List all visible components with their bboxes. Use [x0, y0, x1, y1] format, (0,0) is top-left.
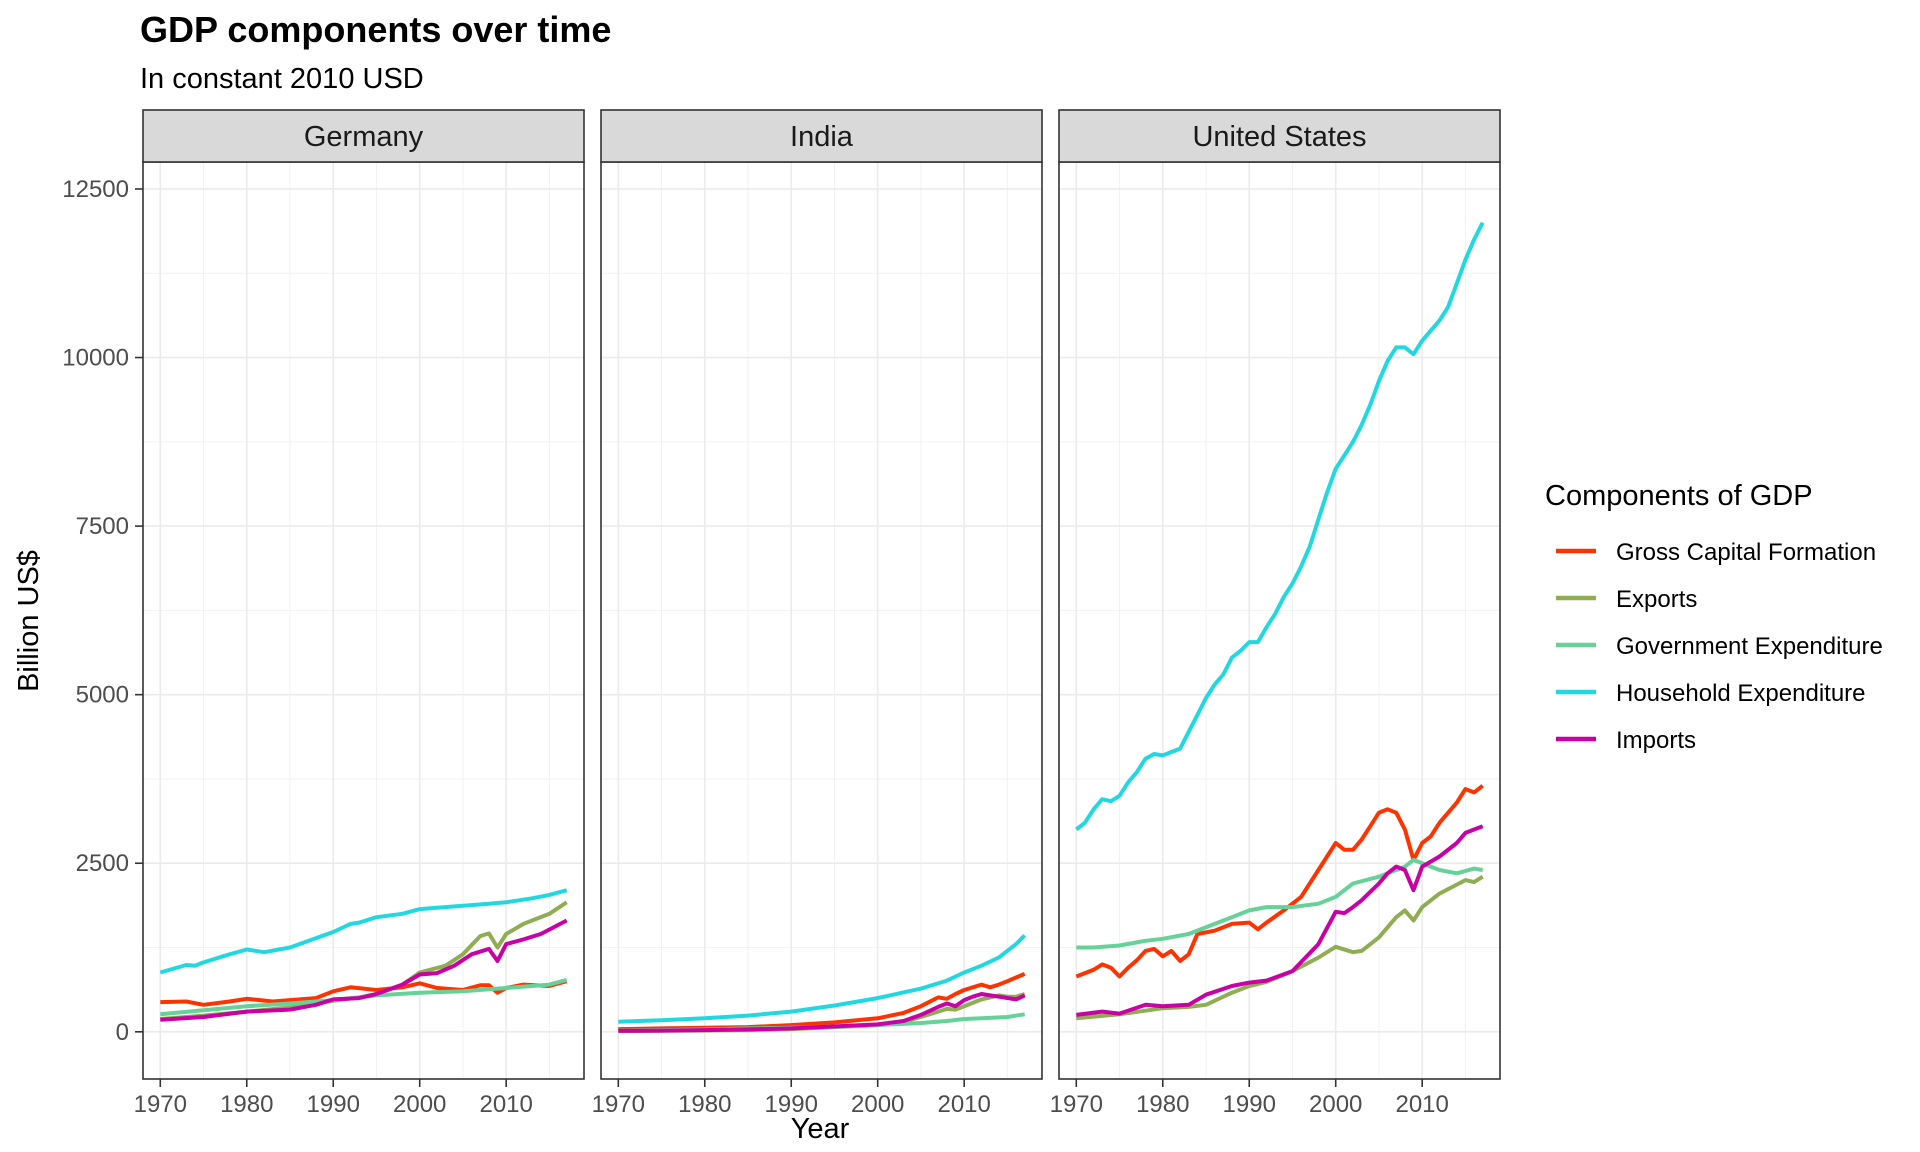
series-line-household-expenditure: [1075, 221, 1485, 832]
x-tick-label: 1980: [220, 1091, 273, 1118]
series-line-household-expenditure: [618, 933, 1027, 1024]
legend-label: Imports: [1616, 727, 1696, 754]
x-tick-label: 2000: [851, 1091, 904, 1118]
y-tick-label: 2500: [76, 850, 129, 877]
facet-strip-label: Germany: [304, 121, 424, 153]
legend-label: Exports: [1616, 586, 1697, 613]
facet-strip: [600, 109, 1043, 163]
y-tick-label: 5000: [76, 682, 129, 709]
legend-label: Household Expenditure: [1616, 680, 1866, 707]
series-line-gross-capital-formation: [1075, 784, 1484, 979]
x-tick-label: 1980: [1136, 1091, 1189, 1118]
x-tick-label: 2010: [1395, 1091, 1448, 1118]
series-line-exports: [1076, 875, 1484, 1021]
x-axis-title: Year: [791, 1113, 850, 1145]
series-line-imports: [1076, 824, 1484, 1017]
x-tick-label: 2000: [1309, 1091, 1362, 1118]
y-tick-label: 12500: [62, 176, 129, 203]
x-tick-label: 1990: [765, 1091, 818, 1118]
facet-panel-india: India 1970 1980 1990 2000 2010: [592, 109, 1043, 1118]
x-tick-label: 2010: [937, 1091, 990, 1118]
chart-subtitle: In constant 2010 USD: [140, 63, 424, 95]
facet-strip-label: United States: [1192, 121, 1366, 153]
facet-panels: Germany 1970 1980 1990 2000 2010 India 1970 1980…: [134, 109, 1501, 1118]
series-line-imports: [618, 992, 1026, 1033]
x-tick-label: 1970: [592, 1091, 645, 1118]
x-tick-label: 2010: [479, 1091, 532, 1118]
x-tick-label: 1970: [134, 1091, 187, 1118]
facet-panel-united-states: United States 1970 1980 1990 2000 2010: [1050, 109, 1501, 1118]
series-line-household-expenditure: [159, 888, 568, 975]
facet-panel-germany: Germany 1970 1980 1990 2000 2010: [134, 109, 585, 1118]
x-tick-label: 1990: [307, 1091, 360, 1118]
panel-background: [601, 162, 1042, 1079]
x-tick-label: 1980: [678, 1091, 731, 1118]
facet-strip-label: India: [790, 121, 854, 153]
y-axis-title: Billion US$: [13, 550, 45, 692]
panel-background: [143, 162, 584, 1079]
x-tick-label: 1990: [1223, 1091, 1276, 1118]
facet-strip: [1058, 109, 1501, 163]
y-tick-label: 7500: [76, 513, 129, 540]
chart-title: GDP components over time: [140, 9, 611, 50]
x-tick-label: 2000: [393, 1091, 446, 1118]
y-axis: 0 2500 5000 7500 10000 12500: [62, 176, 143, 1046]
x-tick-label: 1970: [1050, 1091, 1103, 1118]
facet-strip: [142, 109, 585, 163]
y-tick-label: 10000: [62, 345, 129, 372]
legend: Components of GDP Gross Capital Formatio…: [1545, 480, 1883, 754]
legend-label: Government Expenditure: [1616, 633, 1883, 660]
panel-background: [1059, 162, 1500, 1079]
y-tick-label: 0: [116, 1019, 129, 1046]
legend-title: Components of GDP: [1545, 480, 1813, 512]
series-line-government-expenditure: [1076, 857, 1484, 950]
series-line-imports: [160, 918, 568, 1022]
legend-label: Gross Capital Formation: [1616, 539, 1876, 566]
